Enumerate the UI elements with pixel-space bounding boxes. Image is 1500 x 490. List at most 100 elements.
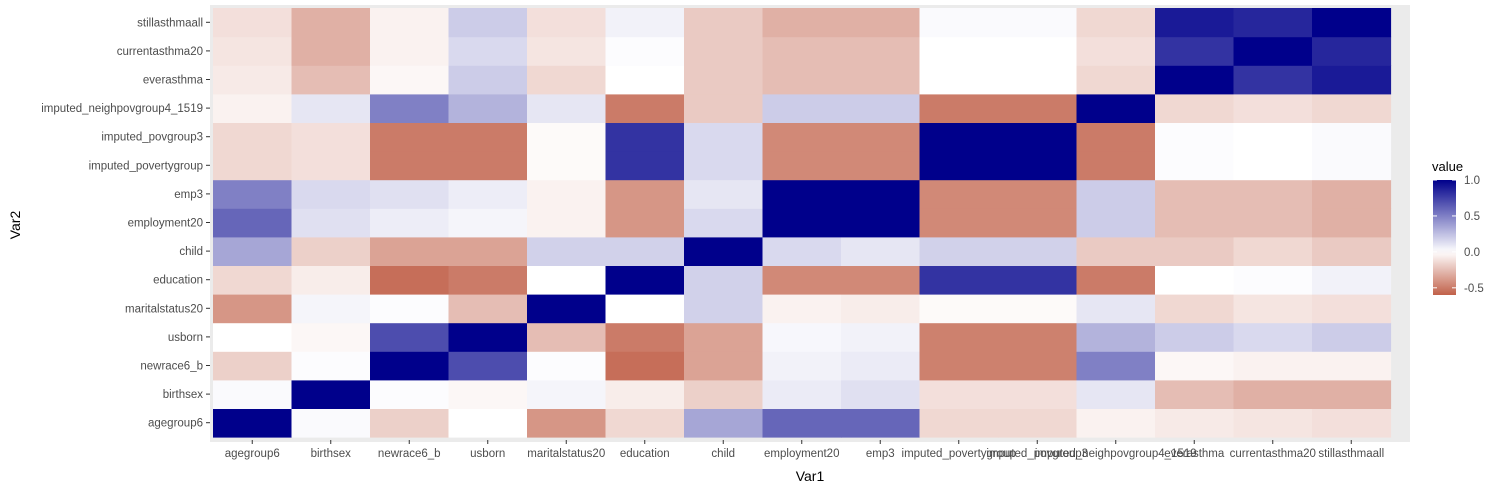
heatmap-cell bbox=[370, 36, 450, 66]
heatmap-cell bbox=[605, 322, 685, 352]
heatmap-cell bbox=[527, 236, 607, 266]
heatmap-cell bbox=[1312, 208, 1392, 238]
heatmap-cell bbox=[291, 122, 371, 152]
heatmap-cell bbox=[684, 65, 764, 95]
heatmap-cell bbox=[370, 322, 450, 352]
y-tick-label: emp3 bbox=[174, 189, 203, 201]
heatmap-cell bbox=[448, 65, 528, 95]
x-tick-label: employment20 bbox=[764, 448, 839, 460]
heatmap-cell bbox=[448, 294, 528, 324]
heatmap-cell bbox=[213, 179, 293, 209]
heatmap-cell bbox=[998, 236, 1078, 266]
heatmap-cell bbox=[370, 208, 450, 238]
heatmap-cell bbox=[1312, 151, 1392, 181]
heatmap-cell bbox=[1312, 179, 1392, 209]
heatmap-cell bbox=[213, 379, 293, 409]
heatmap-cell bbox=[370, 265, 450, 295]
heatmap-cell bbox=[841, 93, 921, 123]
y-tick-label: employment20 bbox=[128, 218, 203, 230]
y-tick-label: imputed_neighpovgroup4_1519 bbox=[41, 103, 203, 115]
heatmap-cell bbox=[213, 208, 293, 238]
heatmap-cell bbox=[1312, 93, 1392, 123]
heatmap-cell bbox=[527, 265, 607, 295]
heatmap-cell bbox=[1076, 379, 1156, 409]
heatmap-cell bbox=[448, 265, 528, 295]
heatmap-cell bbox=[605, 351, 685, 381]
heatmap-cell bbox=[605, 151, 685, 181]
heatmap-cell bbox=[998, 122, 1078, 152]
heatmap-cell bbox=[370, 294, 450, 324]
heatmap-cell bbox=[448, 379, 528, 409]
heatmap-cell bbox=[919, 208, 999, 238]
heatmap-cell bbox=[762, 208, 842, 238]
y-tick-label: imputed_povgroup3 bbox=[101, 132, 203, 144]
heatmap-cell bbox=[213, 265, 293, 295]
heatmap-cell bbox=[684, 322, 764, 352]
heatmap-cell bbox=[370, 8, 450, 38]
heatmap-cell bbox=[762, 151, 842, 181]
heatmap-cell bbox=[998, 265, 1078, 295]
heatmap-cell bbox=[1233, 322, 1313, 352]
color-legend: value 1.0 0.5 0.0 -0.5 bbox=[1432, 159, 1484, 295]
heatmap-cell bbox=[841, 294, 921, 324]
heatmap-cell bbox=[998, 36, 1078, 66]
x-tick-label: agegroup6 bbox=[225, 448, 280, 460]
heatmap-cell bbox=[1076, 65, 1156, 95]
heatmap-cell bbox=[291, 351, 371, 381]
heatmap-cell bbox=[291, 408, 371, 438]
heatmap-cell bbox=[213, 8, 293, 38]
heatmap-cell bbox=[370, 351, 450, 381]
y-tick-label: imputed_povertygroup bbox=[89, 160, 203, 172]
heatmap-cell bbox=[1076, 265, 1156, 295]
heatmap-cell bbox=[1076, 179, 1156, 209]
heatmap-cell bbox=[213, 151, 293, 181]
heatmap-cell bbox=[919, 151, 999, 181]
heatmap-cell bbox=[291, 65, 371, 95]
x-tick-label: emp3 bbox=[866, 448, 895, 460]
heatmap-cell bbox=[841, 351, 921, 381]
heatmap-cell bbox=[370, 236, 450, 266]
heatmap-cell bbox=[291, 8, 371, 38]
heatmap-cell bbox=[684, 408, 764, 438]
x-tick-label: maritalstatus20 bbox=[527, 448, 605, 460]
legend-ticks: 1.0 0.5 0.0 -0.5 bbox=[1433, 175, 1484, 295]
heatmap-cell bbox=[684, 151, 764, 181]
legend-tick-label: 1.0 bbox=[1464, 175, 1480, 187]
heatmap-cell bbox=[1233, 236, 1313, 266]
legend-tick-label: 0.5 bbox=[1464, 211, 1480, 223]
heatmap-cell bbox=[291, 208, 371, 238]
heatmap-cell bbox=[1312, 236, 1392, 266]
heatmap-cell bbox=[527, 208, 607, 238]
heatmap-cell bbox=[448, 208, 528, 238]
heatmap-cell bbox=[841, 179, 921, 209]
heatmap-cell bbox=[527, 408, 607, 438]
heatmap-cell bbox=[684, 265, 764, 295]
heatmap-cell bbox=[370, 122, 450, 152]
heatmap-cell bbox=[1233, 379, 1313, 409]
heatmap-cell bbox=[841, 8, 921, 38]
heatmap-cell bbox=[841, 36, 921, 66]
heatmap-cell bbox=[291, 265, 371, 295]
heatmap-cell bbox=[527, 36, 607, 66]
heatmap-cell bbox=[370, 93, 450, 123]
heatmap-cell bbox=[1155, 8, 1235, 38]
heatmap-cell bbox=[1155, 179, 1235, 209]
heatmap-cell bbox=[919, 351, 999, 381]
heatmap-cell bbox=[291, 379, 371, 409]
heatmap-cell bbox=[605, 179, 685, 209]
x-tick-label: child bbox=[711, 448, 735, 460]
heatmap-cell bbox=[370, 65, 450, 95]
heatmap-cell bbox=[291, 236, 371, 266]
heatmap-cell bbox=[841, 379, 921, 409]
heatmap-cell bbox=[605, 65, 685, 95]
heatmap-cell bbox=[684, 93, 764, 123]
heatmap-cell bbox=[919, 408, 999, 438]
heatmap-cell bbox=[1155, 151, 1235, 181]
heatmap-cell bbox=[605, 93, 685, 123]
heatmap-cell bbox=[1076, 322, 1156, 352]
heatmap-cell bbox=[1076, 36, 1156, 66]
heatmap-cell bbox=[1076, 122, 1156, 152]
heatmap-cell bbox=[1233, 65, 1313, 95]
heatmap-cell bbox=[762, 236, 842, 266]
heatmap-cell bbox=[1155, 236, 1235, 266]
